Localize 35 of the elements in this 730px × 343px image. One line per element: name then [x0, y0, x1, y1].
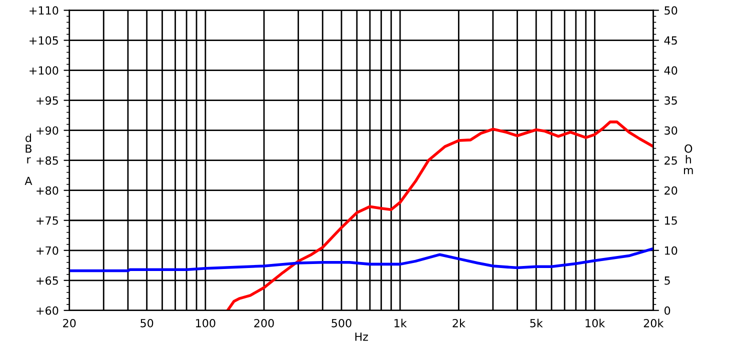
- y2-tick-label: 15: [664, 216, 677, 225]
- x-tick-label: 2k: [452, 318, 466, 328]
- y2-tick-label: 40: [664, 66, 678, 75]
- x-tick-label: 20: [63, 318, 76, 328]
- y2-tick-label: 30: [664, 126, 678, 135]
- y-tick-label: +100: [30, 66, 58, 75]
- y-tick-label: +70: [36, 246, 58, 255]
- text: dBr A: [24, 133, 32, 185]
- x-tick-label: 1k: [394, 318, 407, 328]
- x-tick-label: 5k: [530, 318, 543, 328]
- y-tick-label: +80: [36, 186, 58, 195]
- y2-tick-label: 35: [664, 96, 677, 105]
- x-tick-label: 200: [254, 318, 274, 328]
- y-tick-label: +105: [30, 36, 58, 45]
- y-tick-label: +95: [36, 96, 58, 105]
- y-tick-label: +60: [36, 306, 58, 315]
- y2-tick-label: 50: [664, 6, 678, 15]
- x-tick-label: 20k: [644, 318, 664, 328]
- y2-tick-label: 25: [664, 156, 677, 165]
- y-tick-label: +65: [36, 276, 58, 285]
- y2-tick-label: 5: [664, 276, 670, 285]
- y2-axis-title: Ohm: [684, 144, 693, 174]
- y-tick-label: +85: [36, 156, 58, 165]
- x-tick-label: 500: [332, 318, 352, 328]
- y2-tick-label: 45: [664, 36, 677, 45]
- y-tick-label: +90: [36, 126, 58, 135]
- y2-tick-label: 10: [664, 246, 678, 255]
- y2-tick-label: 0: [664, 306, 670, 315]
- x-tick-label: 100: [196, 318, 216, 328]
- x-tick-label: 50: [140, 318, 154, 328]
- y2-tick-label: 20: [664, 186, 678, 195]
- x-axis-title: Hz: [355, 332, 368, 341]
- y-tick-label: +110: [30, 6, 58, 15]
- x-tick-label: 10k: [586, 318, 606, 328]
- y-tick-label: +75: [36, 216, 58, 225]
